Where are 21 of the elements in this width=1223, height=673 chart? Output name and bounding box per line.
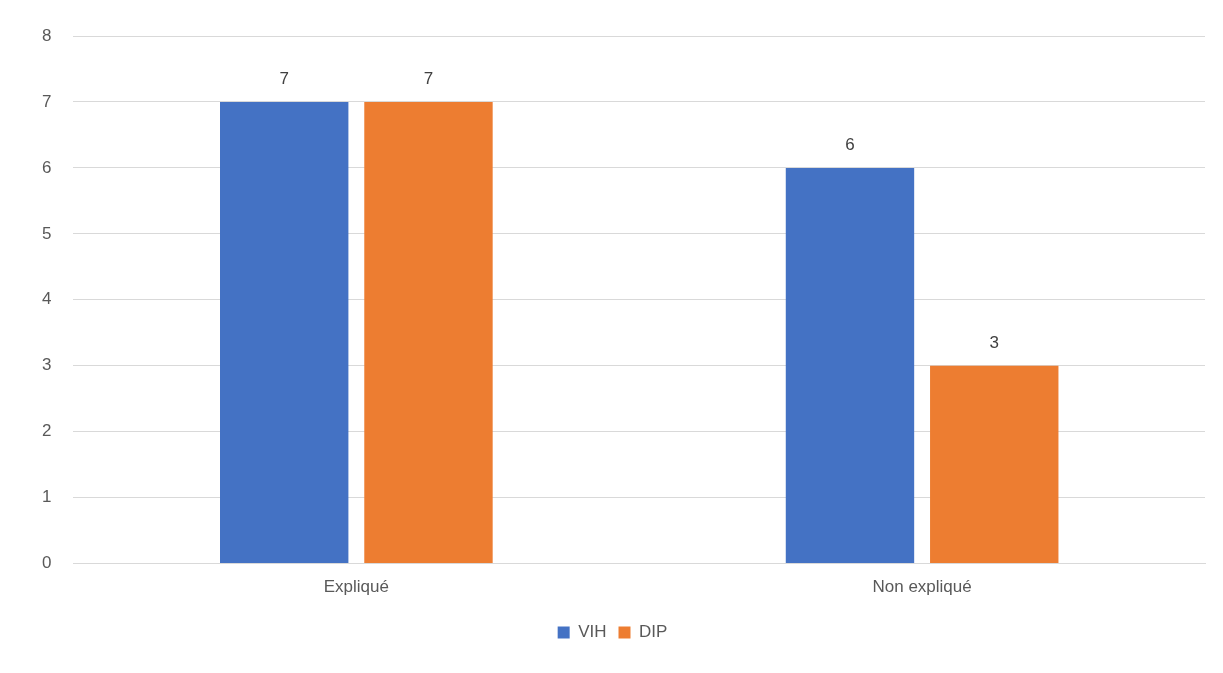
data-label: 3 [989, 332, 999, 352]
y-tick-label: 3 [41, 355, 52, 375]
x-tick-label: Expliqué [323, 577, 389, 597]
x-tick-label: Non expliqué [872, 577, 972, 597]
data-label: 6 [845, 135, 855, 155]
y-tick-label: 8 [41, 25, 52, 45]
y-tick-label: 0 [41, 553, 52, 573]
data-label: 7 [423, 69, 434, 89]
y-tick-label: 5 [41, 223, 52, 243]
legend-label: DIP [639, 622, 668, 642]
y-tick-label: 6 [41, 157, 52, 177]
y-tick-label: 4 [41, 289, 52, 309]
bar [785, 167, 915, 564]
bar [364, 101, 493, 564]
y-tick-label: 2 [41, 421, 52, 441]
legend-label: VIH [578, 622, 607, 642]
bar [930, 365, 1059, 564]
y-tick-label: 7 [41, 91, 52, 111]
data-label: 7 [279, 69, 289, 89]
y-tick-label: 1 [41, 487, 52, 507]
bar [220, 101, 349, 564]
